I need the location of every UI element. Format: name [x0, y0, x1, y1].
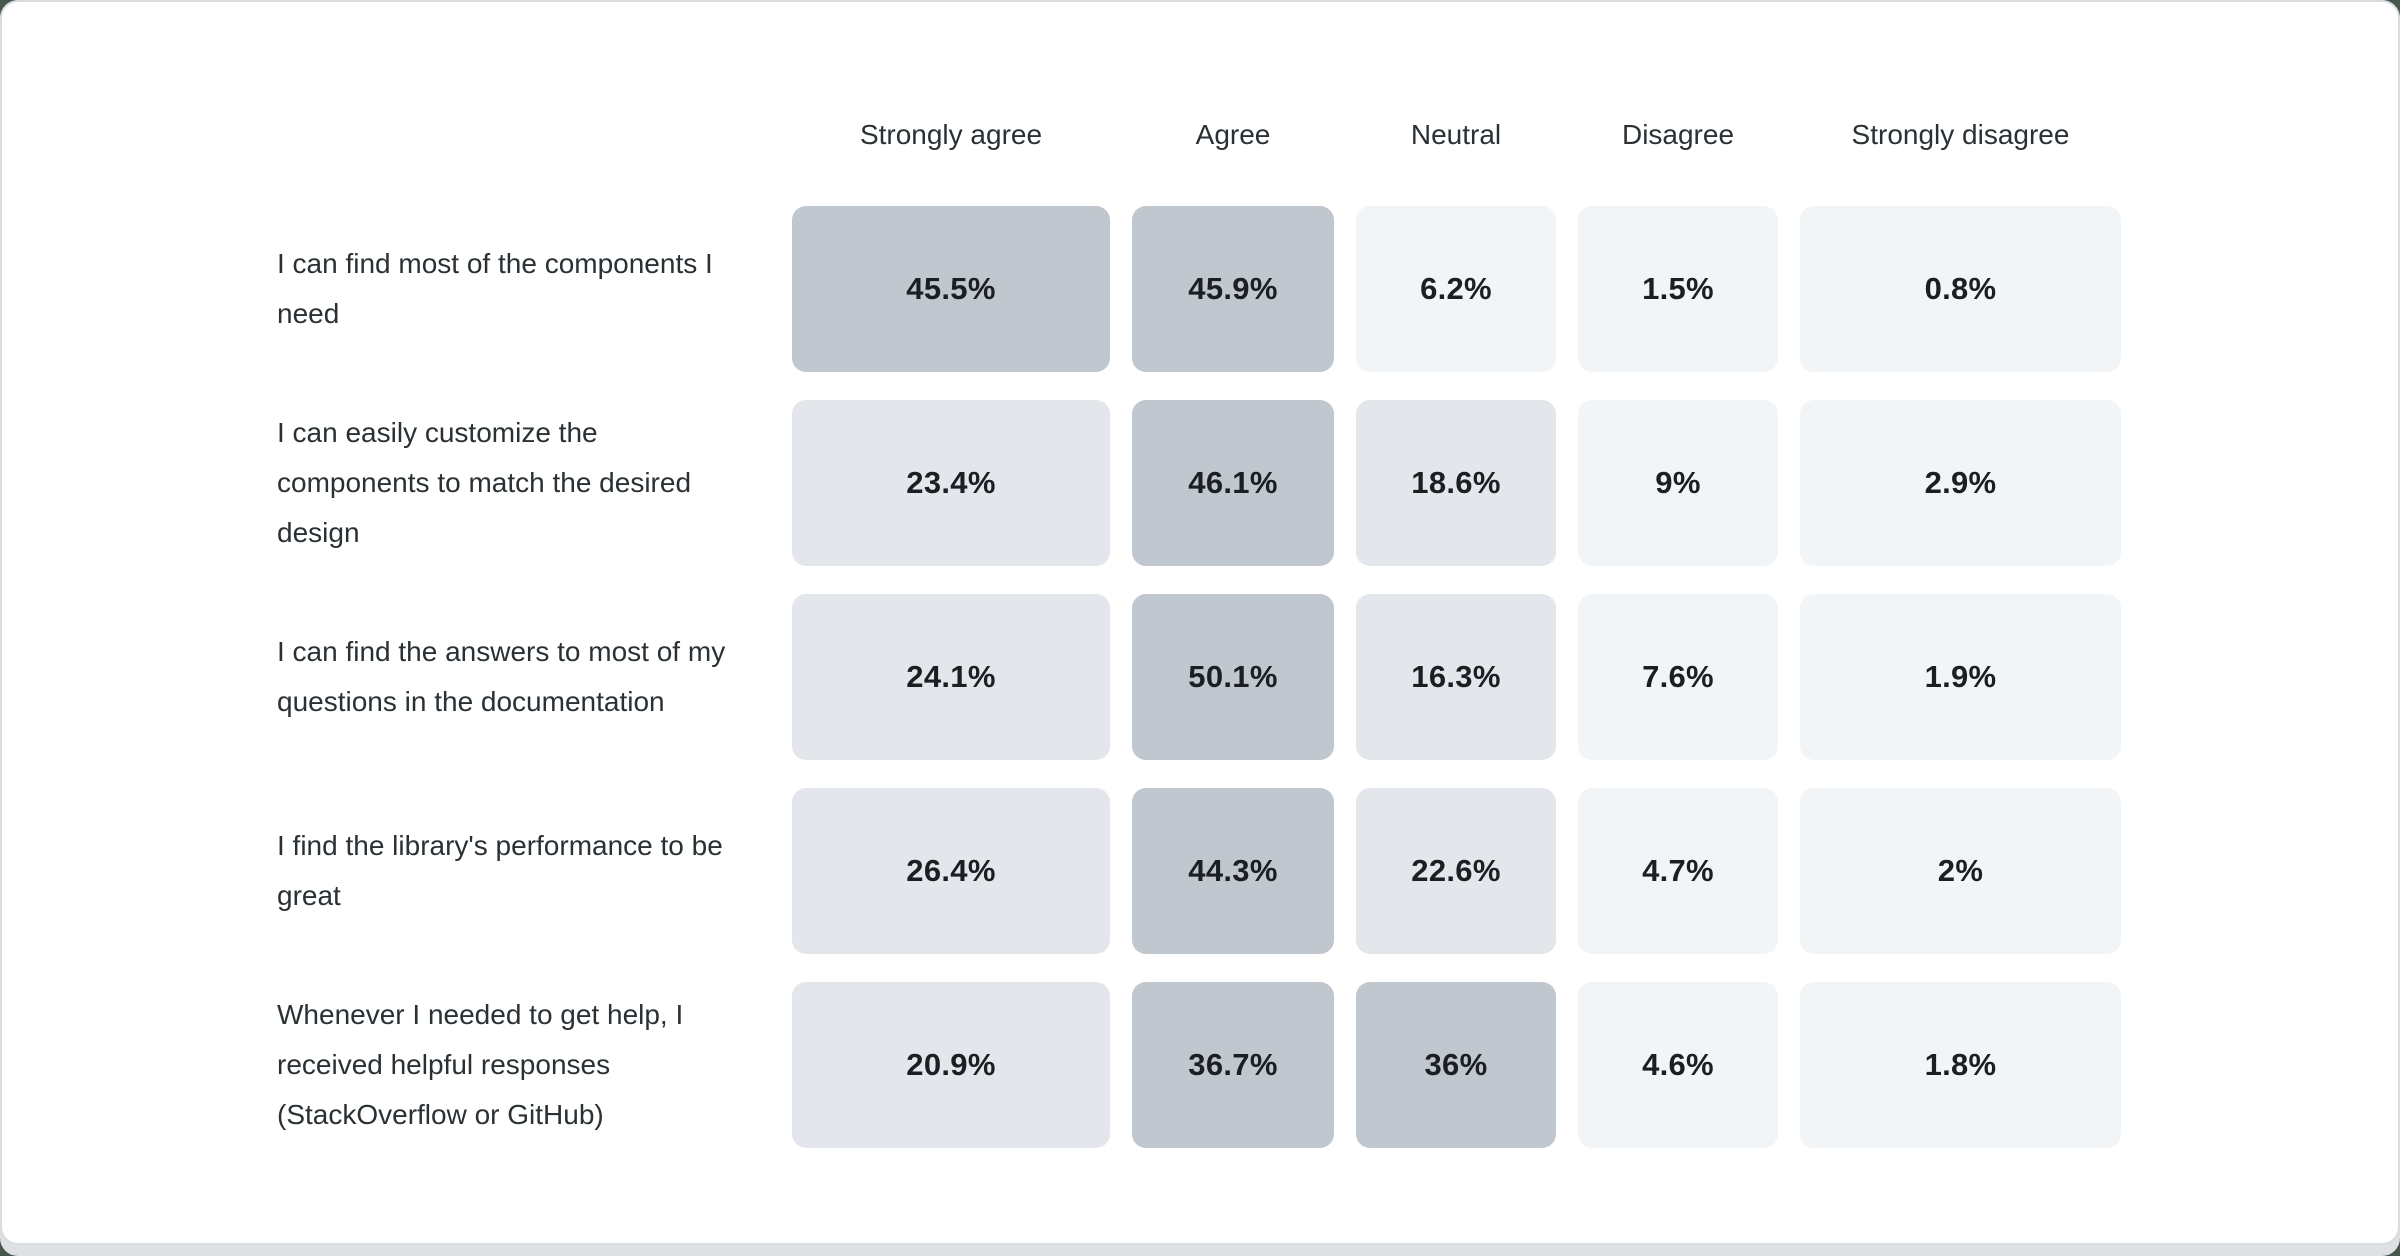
row-label: I find the library's performance to be g… — [277, 830, 723, 911]
heatmap-cell: 22.6% — [1356, 788, 1556, 954]
row-label: I can find the answers to most of my que… — [277, 636, 726, 717]
heatmap-cell: 46.1% — [1132, 400, 1334, 566]
column-header: Agree — [1195, 119, 1271, 150]
heatmap-row: Whenever I needed to get help, I receive… — [277, 982, 2122, 1148]
header-spacer — [277, 114, 770, 156]
heatmap-chart: Strongly agree Agree Neutral Disagree Strong… — [2, 2, 2398, 1148]
heatmap-row: I can easily customize the components to… — [277, 400, 2122, 566]
heatmap-cell: 45.9% — [1132, 206, 1334, 372]
heatmap-row: I can find most of the components I need… — [277, 206, 2122, 372]
heatmap-cell: 26.4% — [792, 788, 1110, 954]
heatmap-cell: 1.8% — [1800, 982, 2121, 1148]
row-label: I can find most of the components I need — [277, 248, 713, 329]
column-header: Strongly agree — [859, 119, 1043, 150]
heatmap-cell: 7.6% — [1578, 594, 1778, 760]
column-header: Neutral — [1410, 119, 1502, 150]
heatmap-cell: 4.7% — [1578, 788, 1778, 954]
heatmap-cell: 1.5% — [1578, 206, 1778, 372]
heatmap-rows: I can find most of the components I need… — [277, 206, 2122, 1148]
heatmap-cell: 1.9% — [1800, 594, 2121, 760]
heatmap-cell: 6.2% — [1356, 206, 1556, 372]
column-header: Disagree — [1621, 119, 1735, 150]
heatmap-cell: 0.8% — [1800, 206, 2121, 372]
heatmap-cell: 20.9% — [792, 982, 1110, 1148]
heatmap-cell: 2% — [1800, 788, 2121, 954]
heatmap-cell: 36% — [1356, 982, 1556, 1148]
heatmap-cell: 9% — [1578, 400, 1778, 566]
heatmap-cell: 45.5% — [792, 206, 1110, 372]
heatmap-cell: 36.7% — [1132, 982, 1334, 1148]
heatmap-cell: 18.6% — [1356, 400, 1556, 566]
heatmap-cell: 44.3% — [1132, 788, 1334, 954]
heatmap-cell: 24.1% — [792, 594, 1110, 760]
heatmap-cell: 16.3% — [1356, 594, 1556, 760]
row-label: I can easily customize the components to… — [277, 417, 692, 548]
row-label: Whenever I needed to get help, I receive… — [277, 999, 684, 1130]
heatmap-cell: 2.9% — [1800, 400, 2121, 566]
column-header: Strongly disagree — [1851, 119, 2070, 150]
heatmap-cell: 4.6% — [1578, 982, 1778, 1148]
heatmap-row: I can find the answers to most of my que… — [277, 594, 2122, 760]
heatmap-cell: 50.1% — [1132, 594, 1334, 760]
heatmap-row: I find the library's performance to be g… — [277, 788, 2122, 954]
column-header-row: Strongly agree Agree Neutral Disagree Strong… — [277, 114, 2122, 156]
heatmap-cell: 23.4% — [792, 400, 1110, 566]
